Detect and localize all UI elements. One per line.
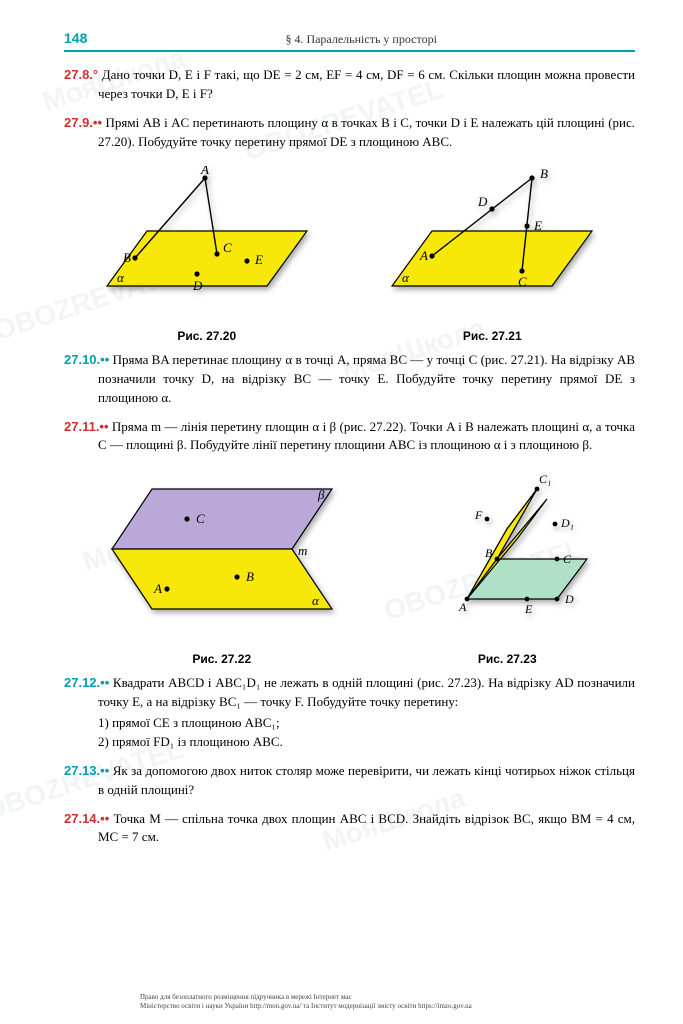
footer-notice: Право для безоплатного розміщення підруч… (140, 993, 472, 1010)
svg-text:B: B (540, 166, 548, 181)
svg-text:α: α (117, 270, 125, 285)
problem-text: Точка M — спільна точка двох площин ABC … (98, 811, 635, 845)
figure-27-22: C A B m α β Рис. 27.22 (92, 469, 352, 668)
problem-number: 27.14.•• (64, 811, 109, 826)
chapter-title: § 4. Паралельність у просторі (87, 31, 635, 48)
figure-27-20: A B C D E α Рис. 27.20 (87, 166, 327, 345)
problem-number: 27.11.•• (64, 419, 109, 434)
figure-caption: Рис. 27.23 (407, 651, 607, 668)
figure-svg: A B C D C₁ D₁ E F (407, 469, 607, 639)
svg-text:F: F (474, 508, 483, 522)
svg-text:D: D (564, 592, 574, 606)
problem-number: 27.8.° (64, 67, 98, 82)
figure-caption: Рис. 27.20 (87, 328, 327, 345)
problem-27-12-sub2: 2) прямої FD₁ із площиною ABC. (98, 733, 635, 752)
problem-text: Дано точки D, E і F такі, що DE = 2 см, … (98, 67, 635, 101)
problem-text: Квадрати ABCD і ABC₁D₁ не лежать в одній… (98, 675, 635, 709)
svg-text:A: A (153, 581, 162, 596)
problem-number: 27.9.•• (64, 115, 102, 130)
footer-line: Міністерство освіти і науки України http… (140, 1002, 472, 1010)
problem-27-12: 27.12.•• Квадрати ABCD і ABC₁D₁ не лежат… (64, 674, 635, 712)
problem-27-11: 27.11.•• Пряма m — лінія перетину площин… (64, 418, 635, 456)
svg-text:E: E (524, 602, 533, 616)
svg-text:A: A (458, 600, 467, 614)
svg-text:E: E (533, 218, 542, 233)
figure-27-21: A B C D E α Рис. 27.21 (372, 166, 612, 345)
page-number: 148 (64, 28, 87, 48)
svg-text:α: α (312, 593, 320, 608)
svg-text:D: D (477, 194, 488, 209)
problem-27-10: 27.10.•• Пряма BA перетинає площину α в … (64, 351, 635, 408)
problem-text: Пряма BA перетинає площину α в точці A, … (98, 352, 635, 405)
problem-27-9: 27.9.•• Прямі AB і AC перетинають площин… (64, 114, 635, 152)
problem-number: 27.13.•• (64, 763, 109, 778)
figure-caption: Рис. 27.21 (372, 328, 612, 345)
svg-text:A: A (419, 248, 428, 263)
problem-27-12-sub1: 1) прямої CE з площиною ABC₁; (98, 714, 635, 733)
figure-svg: A B C D E α (87, 166, 327, 316)
svg-text:C₁: C₁ (539, 472, 551, 486)
svg-text:D₁: D₁ (560, 516, 574, 530)
svg-text:A: A (200, 166, 209, 177)
svg-text:α: α (402, 270, 410, 285)
svg-text:C: C (563, 552, 572, 566)
figure-svg: C A B m α β (92, 469, 352, 639)
svg-text:β: β (317, 487, 325, 502)
problem-number: 27.12.•• (64, 675, 109, 690)
problem-27-13: 27.13.•• Як за допомогою двох ниток стол… (64, 762, 635, 800)
svg-text:D: D (192, 278, 203, 293)
figure-row-2: C A B m α β Рис. 27.22 A B C D C₁ D₁ E (64, 469, 635, 668)
figure-row-1: A B C D E α Рис. 27.20 A B C D E α Рис. … (64, 166, 635, 345)
svg-text:C: C (196, 511, 205, 526)
footer-line: Право для безоплатного розміщення підруч… (140, 993, 472, 1001)
figure-27-23: A B C D C₁ D₁ E F Рис. 27.23 (407, 469, 607, 668)
figure-svg: A B C D E α (372, 166, 612, 316)
svg-text:C: C (223, 240, 232, 255)
svg-text:B: B (123, 250, 131, 265)
page-header: 148 § 4. Паралельність у просторі (64, 28, 635, 52)
figure-caption: Рис. 27.22 (92, 651, 352, 668)
problem-27-14: 27.14.•• Точка M — спільна точка двох пл… (64, 810, 635, 848)
problem-number: 27.10.•• (64, 352, 109, 367)
svg-text:B: B (246, 569, 254, 584)
problem-text: Прямі AB і AC перетинають площину α в то… (98, 115, 635, 149)
problem-27-8: 27.8.° Дано точки D, E і F такі, що DE =… (64, 66, 635, 104)
svg-text:E: E (254, 252, 263, 267)
problem-text: Як за допомогою двох ниток столяр може п… (98, 763, 635, 797)
problem-text: Пряма m — лінія перетину площин α і β (р… (98, 419, 635, 453)
svg-text:m: m (298, 543, 307, 558)
svg-text:B: B (485, 546, 493, 560)
svg-text:C: C (518, 274, 527, 289)
